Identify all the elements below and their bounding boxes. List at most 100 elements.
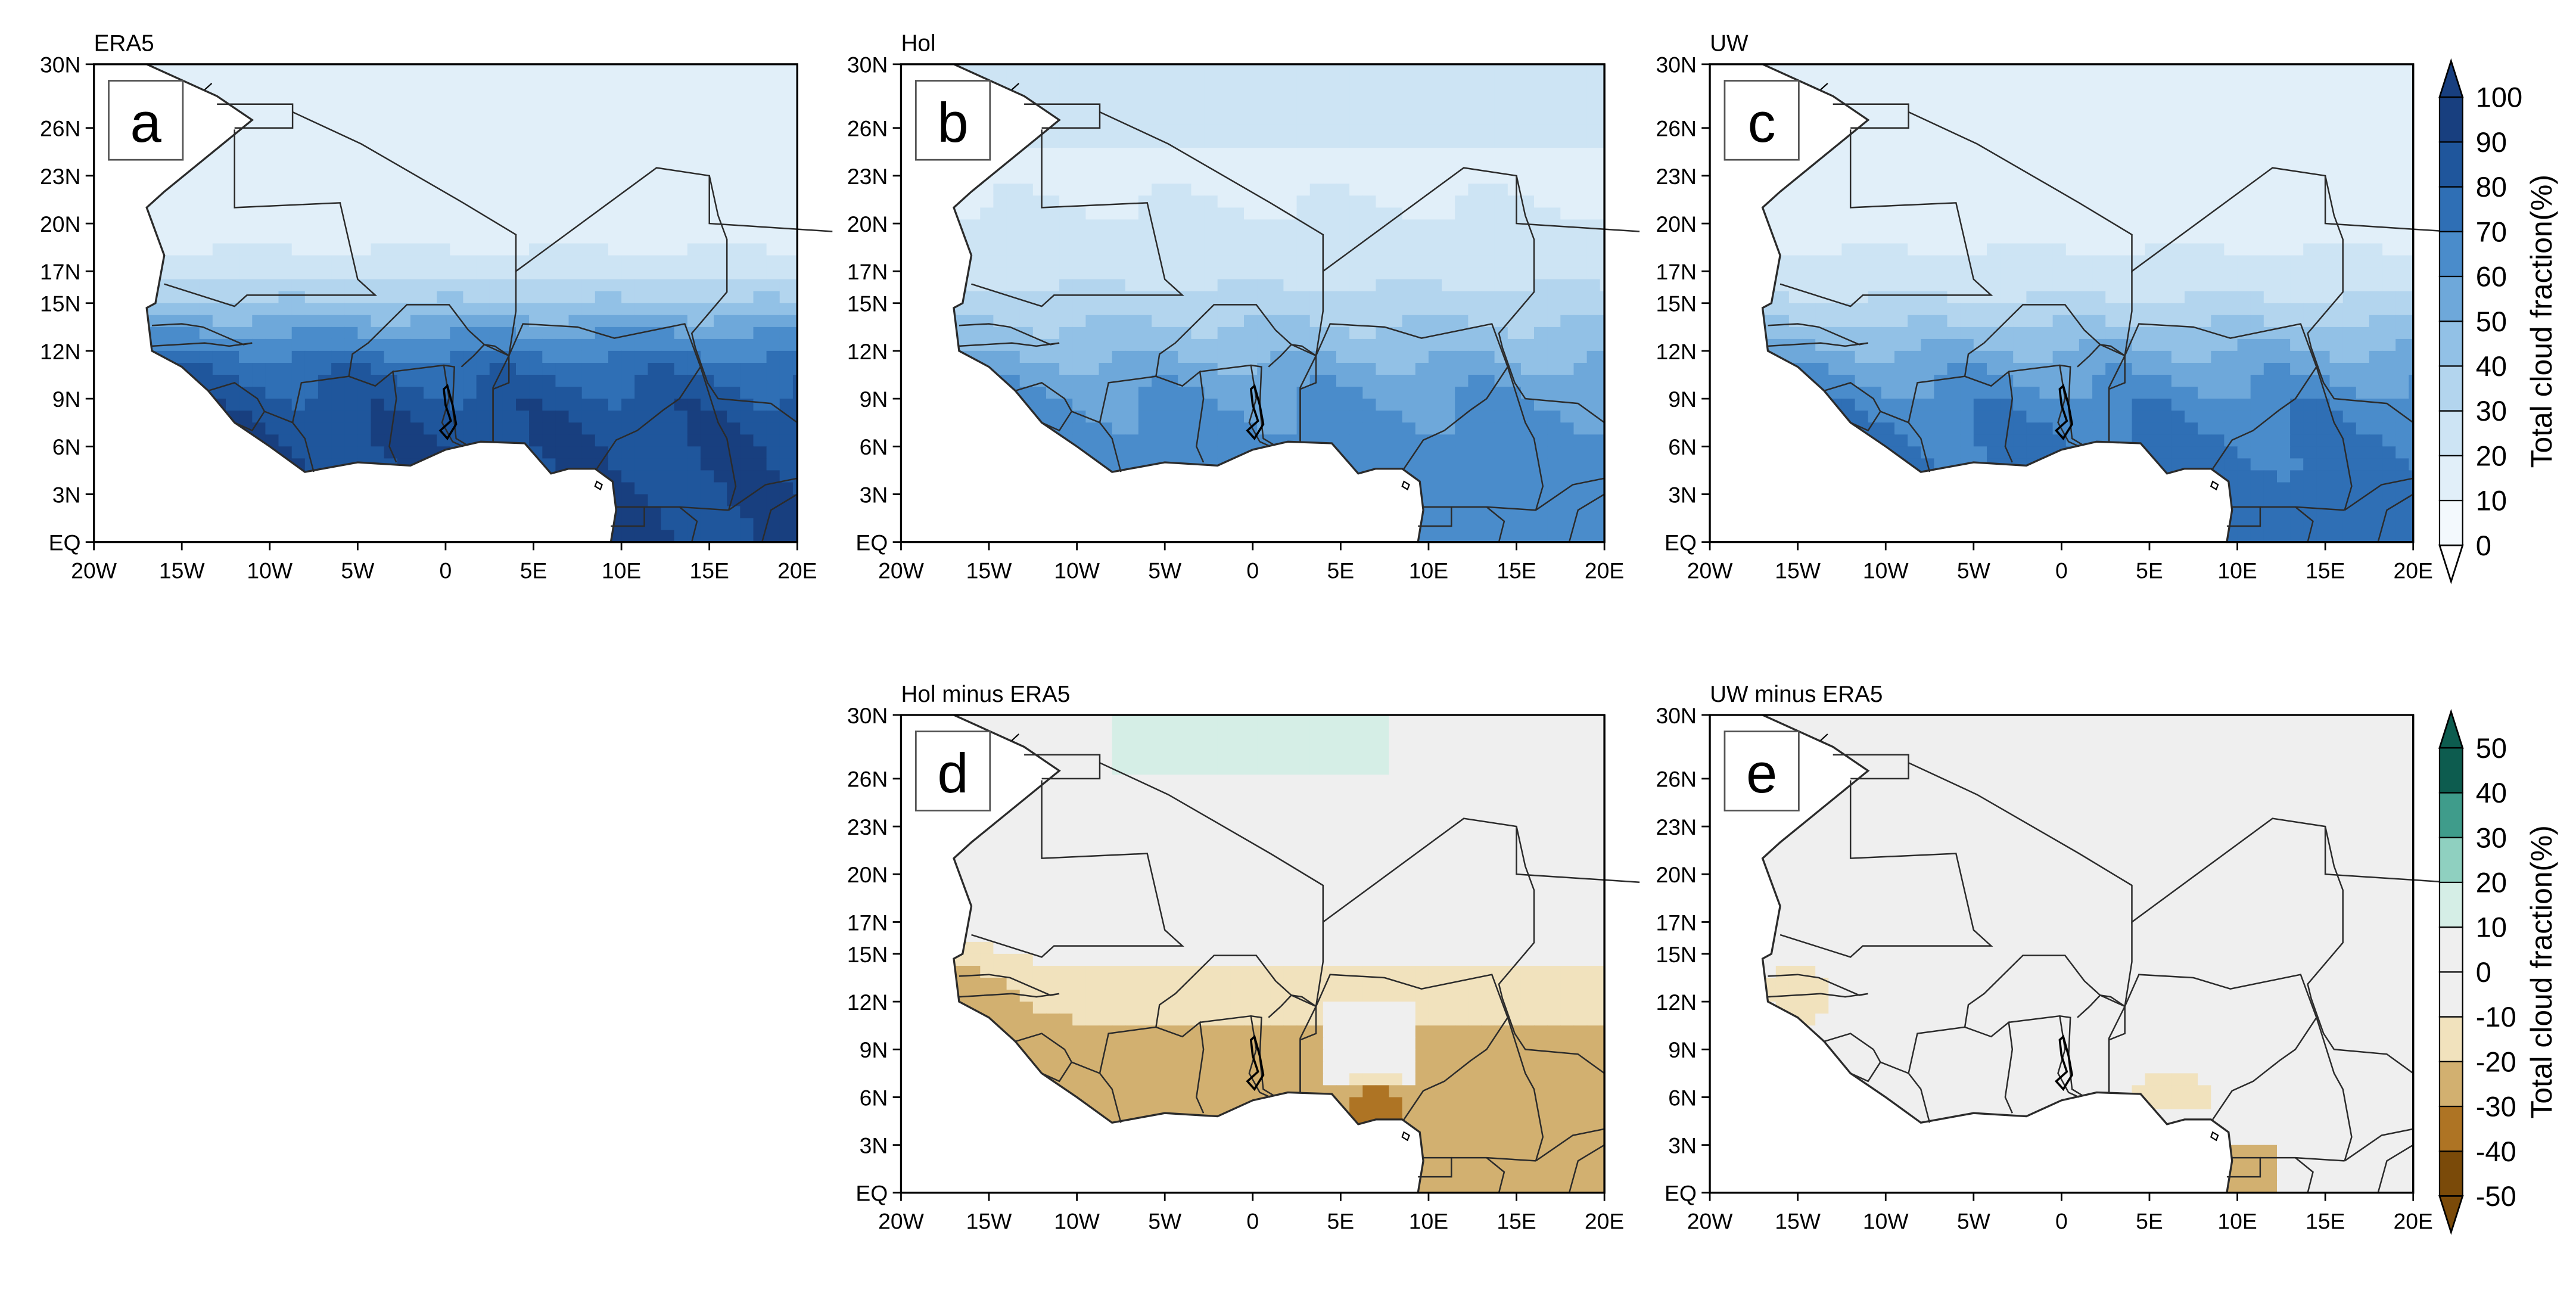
x-tick-label: 5W — [1148, 558, 1182, 583]
island — [2210, 1131, 2219, 1142]
x-tick-label: 10E — [2217, 558, 2257, 583]
panel-title: Hol minus ERA5 — [901, 682, 1070, 707]
y-tick-label: 6N — [52, 434, 81, 459]
country-border — [2295, 1157, 2314, 1193]
panel-letter-box: a — [108, 80, 184, 161]
colorbar-tick: 100 — [2476, 82, 2522, 113]
map-area — [900, 714, 1640, 1194]
colorbar-tick-labels: -50 -40 -30 -20 -10 0 10 20 30 40 50 — [2476, 732, 2516, 1212]
country-border — [679, 506, 698, 543]
colorbar-tick: 90 — [2476, 126, 2507, 158]
country-border — [1315, 974, 1509, 1120]
panel-uw: UW c 20W 15W 10W 5W 0 5E 10E 15E 20E 30N 26N 23N 20N… — [1656, 31, 2449, 583]
x-tick-label: 5E — [520, 558, 547, 583]
panel-title: ERA5 — [94, 31, 154, 57]
y-tick-label: 20N — [847, 212, 888, 237]
country-border — [264, 411, 315, 472]
country-border — [1315, 271, 1324, 356]
panel-letter: a — [130, 91, 162, 154]
colorbar-label: Total cloud fraction(%) — [2525, 825, 2558, 1118]
panel-title: UW — [1710, 31, 1749, 57]
country-border — [217, 103, 294, 129]
coastline — [1761, 714, 2415, 1194]
colorbar-tick: 30 — [2476, 395, 2507, 427]
colorbar-swatch — [2438, 321, 2463, 367]
y-tick-label: 20N — [40, 212, 80, 237]
y-tick-label: 26N — [1656, 767, 1696, 792]
colorbar-swatch — [2438, 410, 2463, 456]
panel-letter: c — [1748, 91, 1776, 154]
x-tick-label: 5E — [2136, 558, 2163, 583]
colorbar-tick: 80 — [2476, 171, 2507, 203]
colorbar-tick: -50 — [2476, 1180, 2516, 1212]
colorbar-swatch — [2438, 926, 2463, 973]
colorbar-cloud-fraction: 0 10 20 30 40 50 60 70 80 90 100 Total cloud fract… — [2438, 58, 2558, 584]
map-axes: 20W 15W 10W 5W 0 5E 10E 15E 20E 30N 26N 23N 20N 17N 15… — [847, 52, 1624, 583]
colorbar-swatch — [2438, 792, 2463, 838]
colorbar-tick: 10 — [2476, 912, 2507, 943]
island — [2210, 480, 2219, 491]
y-tick-label: 17N — [1656, 259, 1696, 284]
colorbar-tick: 10 — [2476, 485, 2507, 517]
country-border — [1507, 1017, 1544, 1161]
panel-era5: ERA5 a 20W 15W 10W 5W 0 5E 10E 15E 20E30N26N23N2… — [40, 31, 833, 583]
country-border — [1824, 382, 1881, 432]
colorbar-tick: 20 — [2476, 867, 2507, 898]
country-border — [2307, 826, 2414, 1074]
colorbar-swatch — [2438, 97, 2463, 143]
country-border — [2226, 1156, 2261, 1178]
panel-letter: b — [937, 91, 968, 154]
country-border — [1071, 411, 1122, 472]
panel-letter-box: d — [914, 730, 991, 811]
country-border — [971, 129, 1184, 307]
colorbar-tick: 70 — [2476, 216, 2507, 247]
lake-volta — [1246, 1034, 1265, 1092]
country-border — [1568, 1144, 1605, 1193]
y-tick-label: 3N — [52, 482, 81, 507]
country-border — [1908, 370, 2014, 463]
country-border — [1498, 826, 1605, 1074]
x-tick-label: 10W — [1054, 1209, 1100, 1234]
colorbar-swatch — [2438, 1105, 2463, 1152]
island — [1820, 733, 1828, 741]
panel-hol: Hol b 20W 15W 10W 5W 0 5E 10E 15E 20E30N26N23N20… — [847, 31, 1640, 583]
y-tick-label: 15N — [847, 291, 888, 316]
country-border — [699, 366, 737, 511]
x-tick-label: 20W — [1687, 558, 1734, 583]
panel-uw-minus-era5: UW minus ERA5 e 20W 15W 10W 5W 0 5E 10E 15E 20E 3… — [1656, 682, 2449, 1234]
country-border — [208, 382, 266, 432]
y-tick-label: 20N — [1656, 212, 1696, 237]
country-border — [611, 506, 645, 527]
country-border — [1200, 364, 1274, 446]
island — [1011, 83, 1019, 91]
y-tick-label: 30N — [847, 52, 888, 77]
colorbar-swatch — [2438, 365, 2463, 412]
island — [1820, 83, 1828, 91]
x-tick-label: 0 — [1246, 558, 1259, 583]
colorbar-swatch — [2438, 275, 2463, 322]
colorbar-swatch — [2438, 1061, 2463, 1108]
x-tick-label: 20E — [1585, 1209, 1624, 1234]
island — [1401, 1131, 1410, 1142]
country-border — [1768, 974, 1868, 998]
colorbar-tick: -20 — [2476, 1046, 2516, 1077]
colorbar-tick: 50 — [2476, 306, 2507, 337]
y-tick-label: 6N — [860, 434, 888, 459]
country-border — [1071, 1061, 1122, 1123]
country-border — [1200, 1015, 1274, 1096]
panel-letter-box: b — [914, 80, 991, 161]
map-axes: 20W 15W 10W 5W 0 5E 10E 15E 20E 30N 26N 23N 20N 17N 15… — [1656, 703, 2432, 1234]
colorbar-tick: 40 — [2476, 350, 2507, 382]
country-border — [393, 364, 468, 446]
panel-hol-minus-era5: Hol minus ERA5 d 20W 15W 10W 5W 0 5E 10E 15E 20E… — [847, 682, 1640, 1234]
colorbar-tick: 30 — [2476, 822, 2507, 853]
y-tick-label: 15N — [40, 291, 80, 316]
country-border — [1568, 493, 1605, 543]
country-border — [690, 175, 798, 424]
colorbar-cloud-difference: -50 -40 -30 -20 -10 0 10 20 30 40 50 Total cloud f… — [2438, 708, 2558, 1235]
x-tick-label: 0 — [2055, 1209, 2068, 1234]
country-border — [2008, 364, 2083, 446]
y-tick-label: 26N — [1656, 116, 1696, 141]
colorbar-tick: 50 — [2476, 732, 2507, 764]
x-tick-label: 20W — [878, 1209, 925, 1234]
